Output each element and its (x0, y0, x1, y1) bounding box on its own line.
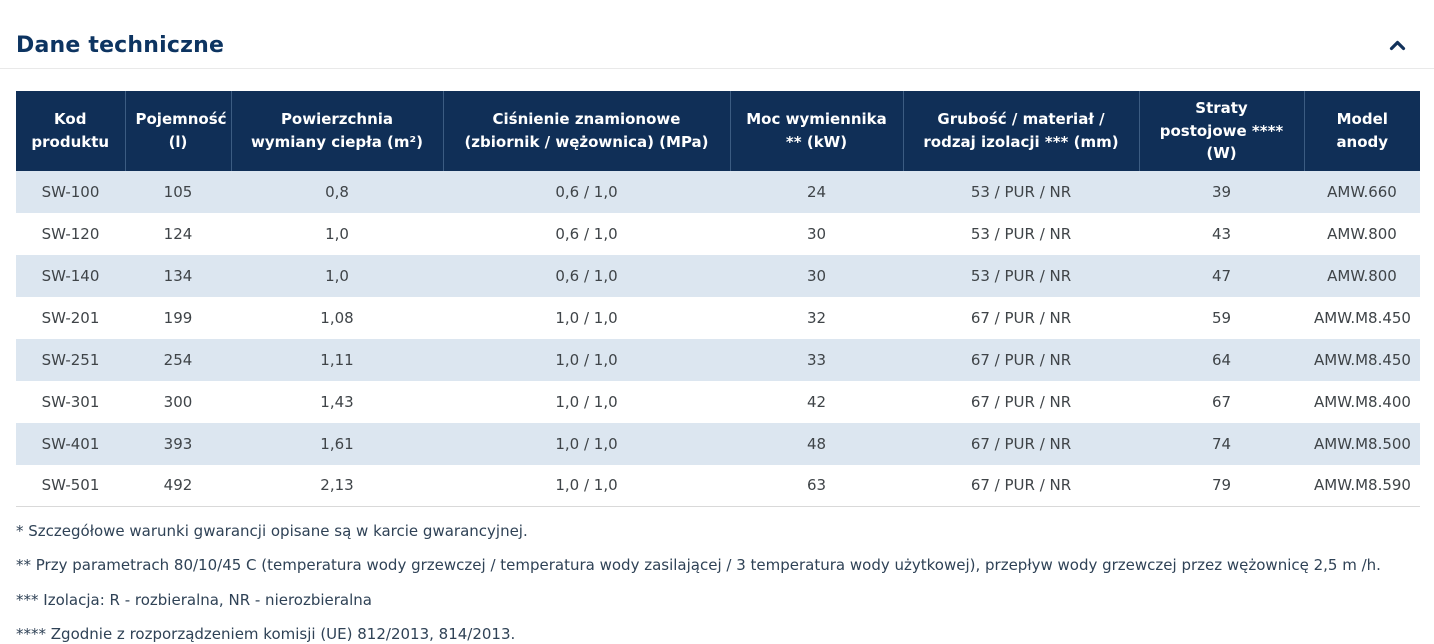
table-cell: AMW.660 (1327, 182, 1397, 201)
table-cell: 67 / PUR / NR (970, 392, 1072, 411)
table-cell: 59 (1211, 308, 1232, 327)
table-cell: 1,61 (320, 434, 354, 453)
table-cell: 1,0 / 1,0 (555, 434, 618, 453)
table-cell: SW-401 (41, 434, 100, 453)
table-cell: 47 (1211, 266, 1232, 285)
table-cell: 134 (163, 266, 193, 285)
table-cell: 30 (806, 266, 827, 285)
table-cell: 1,0 (325, 266, 349, 285)
table-cell: 1,43 (320, 392, 354, 411)
table-cell: 42 (806, 392, 827, 411)
table-cell: 53 / PUR / NR (970, 266, 1072, 285)
table-cell: 67 / PUR / NR (970, 476, 1072, 495)
table-row: SW-301 300 1,43 1,0 / 1,0 42 67 / PUR / NR 67 A… (16, 380, 1420, 423)
table-row: SW-100 105 0,8 0,6 / 1,0 24 53 / PUR / NR 39 AM… (16, 170, 1420, 213)
column-header-powierzchnia-wymiany-ciepla: Powierzchnia wymiany ciepła (m²) (230, 91, 443, 171)
page-title: Dane techniczne (16, 32, 225, 58)
table-cell: 199 (163, 308, 193, 327)
table-cell: 53 / PUR / NR (970, 182, 1072, 201)
table-cell: 30 (806, 224, 827, 243)
table-row: SW-401 393 1,61 1,0 / 1,0 48 67 / PUR / NR 74 A… (16, 422, 1420, 465)
table-cell: AMW.800 (1327, 224, 1397, 243)
table-cell: AMW.M8.500 (1314, 434, 1411, 453)
table-cell: SW-201 (41, 308, 100, 327)
technical-data-table: Kod produktu Pojemność (l) Powierzchnia wy… (16, 91, 1420, 507)
table-cell: 0,6 / 1,0 (555, 182, 618, 201)
table-row: SW-120 124 1,0 0,6 / 1,0 30 53 / PUR / NR 43 AM… (16, 212, 1420, 255)
column-header-cisnienie-znamionowe: Ciśnienie znamionowe (zbiornik / wężowni… (442, 91, 730, 171)
table-cell: 67 (1211, 392, 1232, 411)
table-cell: 79 (1211, 476, 1232, 495)
table-cell: SW-251 (41, 350, 100, 369)
table-cell: 1,0 (325, 224, 349, 243)
table-cell: 105 (163, 182, 193, 201)
table-row: SW-140 134 1,0 0,6 / 1,0 30 53 / PUR / NR 47 AM… (16, 254, 1420, 297)
column-header-model-anody: Model anody (1303, 91, 1420, 171)
table-row: SW-201 199 1,08 1,0 / 1,0 32 67 / PUR / NR 59 A… (16, 296, 1420, 339)
table-row: SW-501 492 2,13 1,0 / 1,0 63 67 / PUR / NR 79 A… (16, 464, 1420, 507)
table-cell: 0,6 / 1,0 (555, 266, 618, 285)
table-cell: SW-301 (41, 392, 100, 411)
table-cell: 1,11 (320, 350, 354, 369)
table-cell: 254 (163, 350, 193, 369)
table-cell: 43 (1211, 224, 1232, 243)
table-cell: 32 (806, 308, 827, 327)
table-cell: 64 (1211, 350, 1232, 369)
table-cell: 39 (1211, 182, 1232, 201)
table-body: SW-100 105 0,8 0,6 / 1,0 24 53 / PUR / NR 39 AM… (16, 170, 1420, 507)
table-cell: 67 / PUR / NR (970, 434, 1072, 453)
table-cell: 492 (163, 476, 193, 495)
table-cell: 48 (806, 434, 827, 453)
table-cell: 1,0 / 1,0 (555, 308, 618, 327)
table-cell: SW-140 (41, 266, 100, 285)
footnote: *** Izolacja: R - rozbieralna, NR - nier… (16, 590, 372, 609)
table-cell: 24 (806, 182, 827, 201)
table-cell: 67 / PUR / NR (970, 350, 1072, 369)
column-header-straty-postojowe: Straty postojowe **** (W) (1138, 91, 1304, 171)
table-cell: 1,0 / 1,0 (555, 476, 618, 495)
table-cell: 300 (163, 392, 193, 411)
table-cell: SW-100 (41, 182, 100, 201)
table-cell: 74 (1211, 434, 1232, 453)
table-header: Kod produktu Pojemność (l) Powierzchnia wy… (16, 91, 1420, 171)
table-header-row: Kod produktu Pojemność (l) Powierzchnia wy… (16, 91, 1420, 171)
table-cell: 33 (806, 350, 827, 369)
table-cell: 1,08 (320, 308, 354, 327)
table-cell: 0,6 / 1,0 (555, 224, 618, 243)
column-header-grubosc-material-izolacja: Grubość / materiał / rodzaj izolacji ***… (902, 91, 1139, 171)
collapsible-section-header[interactable]: Dane techniczne (0, 0, 1434, 69)
column-header-pojemnosc: Pojemność (l) (124, 91, 231, 171)
table-cell: AMW.M8.590 (1314, 476, 1411, 495)
table-cell: 124 (163, 224, 193, 243)
table-row: SW-251 254 1,11 1,0 / 1,0 33 67 / PUR / NR 64 A… (16, 338, 1420, 381)
table-cell: 0,8 (325, 182, 349, 201)
footnote: ** Przy parametrach 80/10/45 C (temperat… (16, 556, 1381, 575)
table-cell: 63 (806, 476, 827, 495)
table-cell: AMW.M8.450 (1314, 308, 1411, 327)
table-cell: 1,0 / 1,0 (555, 392, 618, 411)
table-cell: 393 (163, 434, 193, 453)
table-cell: SW-501 (41, 476, 100, 495)
table-cell: 1,0 / 1,0 (555, 350, 618, 369)
table-cell: 53 / PUR / NR (970, 224, 1072, 243)
chevron-up-icon[interactable] (1385, 36, 1410, 55)
table-cell: 67 / PUR / NR (970, 308, 1072, 327)
footnote: **** Zgodnie z rozporządzeniem komisji (… (16, 624, 516, 643)
table-cell: AMW.M8.450 (1314, 350, 1411, 369)
table-cell: AMW.M8.400 (1314, 392, 1411, 411)
table-cell: SW-120 (41, 224, 100, 243)
footnote: * Szczegółowe warunki gwarancji opisane … (16, 522, 528, 540)
column-header-kod-produktu: Kod produktu (16, 91, 125, 171)
column-header-moc-wymiennika: Moc wymiennika ** (kW) (729, 91, 903, 171)
footnotes: * Szczegółowe warunki gwarancji opisane … (16, 521, 1418, 644)
table-cell: 2,13 (320, 476, 354, 495)
table-cell: AMW.800 (1327, 266, 1397, 285)
